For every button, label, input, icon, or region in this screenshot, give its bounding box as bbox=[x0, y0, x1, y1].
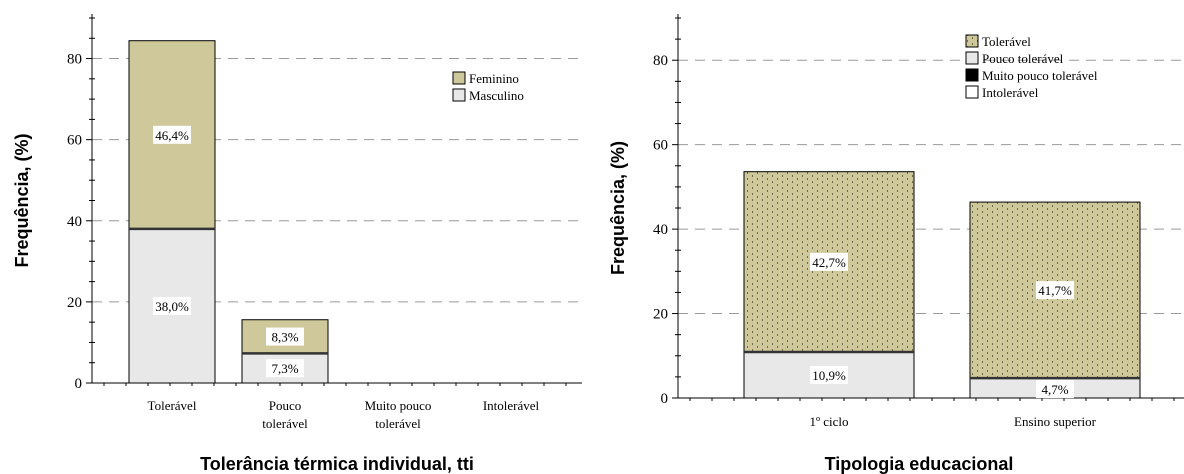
data-label: 4,7% bbox=[1041, 382, 1068, 397]
legend-swatch bbox=[965, 34, 979, 48]
data-label: 8,3% bbox=[271, 330, 298, 345]
y-tick-label: 20 bbox=[67, 295, 82, 311]
legend-swatch bbox=[965, 85, 979, 99]
y-tick-label: 60 bbox=[653, 138, 668, 154]
y-tick-label: 80 bbox=[653, 53, 668, 69]
y-axis-title: Frequência, (%) bbox=[608, 141, 628, 275]
chart-left: 0 20 40 60 80 38,0% 46,4% Tolerável 7,3% 8,3% Pouc… bbox=[12, 14, 582, 474]
y-tick-label: 80 bbox=[67, 52, 82, 68]
data-label-box bbox=[266, 359, 304, 378]
legend-label: Masculino bbox=[469, 88, 524, 103]
data-label: 42,7% bbox=[812, 255, 846, 270]
legend-label: Intolerável bbox=[982, 85, 1039, 100]
data-label-box bbox=[153, 296, 191, 315]
data-label: 7,3% bbox=[271, 361, 298, 376]
x-tick-label: Ensino superior bbox=[1014, 414, 1097, 429]
y-tick-label: 20 bbox=[653, 307, 668, 323]
legend-label: Muito pouco tolerável bbox=[982, 68, 1098, 83]
data-label: 10,9% bbox=[812, 368, 846, 383]
legend-swatch bbox=[965, 51, 979, 65]
legend-label: Feminino bbox=[469, 71, 519, 86]
x-axis-title: Tolerância térmica individual, tti bbox=[200, 454, 474, 474]
x-tick-label: Muito pouco bbox=[365, 398, 432, 413]
x-tick-label: Tolerável bbox=[148, 398, 197, 413]
y-tick-label: 60 bbox=[67, 133, 82, 149]
y-axis-title: Frequência, (%) bbox=[12, 133, 32, 267]
y-tick-label: 0 bbox=[75, 376, 83, 392]
y-tick-label: 40 bbox=[67, 214, 82, 230]
legend-swatch bbox=[452, 88, 466, 102]
data-label-box bbox=[810, 252, 848, 271]
legend-label: Pouco tolerável bbox=[982, 51, 1064, 66]
data-label-box bbox=[153, 125, 191, 144]
x-tick-label: 1º ciclo bbox=[809, 414, 848, 429]
y-tick-label: 40 bbox=[653, 222, 668, 238]
legend-swatch bbox=[965, 68, 979, 82]
x-axis-title: Tipologia educacional bbox=[825, 454, 1014, 474]
x-tick-label: Pouco bbox=[269, 398, 302, 413]
chart-right: 0 20 40 60 80 10,9% 42,7% 1º ciclo 4,7% 41,7% Ensi… bbox=[608, 14, 1184, 474]
legend-swatch bbox=[452, 71, 466, 85]
x-tick-label: Intolerável bbox=[483, 398, 540, 413]
data-label-box bbox=[810, 365, 848, 384]
data-label-box bbox=[1036, 380, 1074, 399]
x-tick-label: tolerável bbox=[375, 416, 421, 431]
y-tick-label: 0 bbox=[661, 391, 669, 407]
x-tick-label: tolerável bbox=[262, 416, 308, 431]
data-label: 41,7% bbox=[1038, 283, 1072, 298]
legend-label: Tolerável bbox=[982, 34, 1031, 49]
data-label: 38,0% bbox=[155, 299, 189, 314]
data-label-box bbox=[266, 327, 304, 346]
data-label-box bbox=[1036, 281, 1074, 300]
data-label: 46,4% bbox=[155, 128, 189, 143]
